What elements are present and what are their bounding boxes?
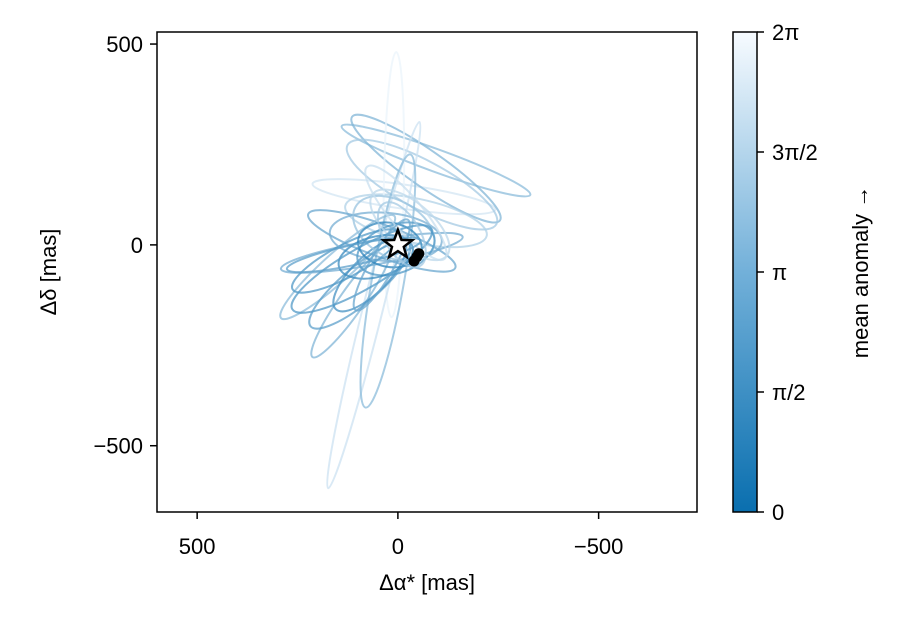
y-axis-label: Δδ [mas] bbox=[36, 229, 61, 316]
orbit-tracks bbox=[279, 51, 532, 490]
x-tick-label: 500 bbox=[179, 534, 216, 559]
colorbar-tick-label: π/2 bbox=[772, 380, 806, 405]
colorbar bbox=[732, 31, 758, 513]
star-icon bbox=[380, 226, 416, 260]
orbit-track bbox=[356, 221, 436, 277]
y-axis-ticks: 500 0 −500 bbox=[93, 32, 157, 459]
orbit-track bbox=[352, 218, 411, 312]
x-tick-label: −500 bbox=[574, 534, 624, 559]
y-tick-label: −500 bbox=[93, 434, 143, 459]
y-tick-label: 0 bbox=[131, 233, 143, 258]
x-tick-label: 0 bbox=[392, 534, 404, 559]
colorbar-tick-label: 3π/2 bbox=[772, 140, 818, 165]
markers bbox=[380, 226, 425, 267]
colorbar-tick-label: π bbox=[772, 260, 787, 285]
y-tick-label: 500 bbox=[106, 32, 143, 57]
orbit-track bbox=[285, 236, 422, 274]
x-axis-label: Δα* [mas] bbox=[379, 570, 475, 595]
plot-frame bbox=[156, 31, 698, 513]
orbit-track bbox=[328, 211, 443, 263]
planet-position-point bbox=[408, 255, 420, 267]
orbit-track bbox=[364, 164, 448, 262]
colorbar-tick-label: 0 bbox=[772, 500, 784, 525]
colorbar-ticks: 0 π/2 π 3π/2 2π bbox=[757, 20, 818, 525]
colorbar-label: mean anomaly → bbox=[848, 186, 873, 358]
orbit-track bbox=[340, 123, 532, 198]
orbit-track bbox=[290, 224, 434, 314]
colorbar-tick-label: 2π bbox=[772, 20, 799, 45]
orbit-track bbox=[382, 51, 406, 319]
x-axis-ticks: 500 0 −500 bbox=[179, 512, 624, 559]
